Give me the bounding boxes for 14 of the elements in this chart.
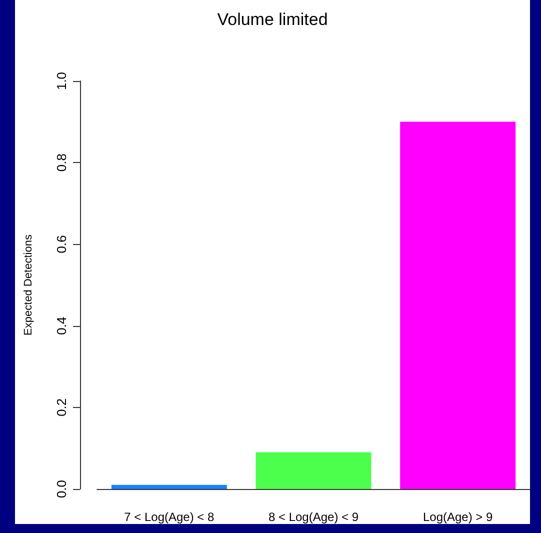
bar [111,484,227,489]
y-tick-label: 1.0 [54,72,69,90]
y-tick-label: 0.6 [54,235,69,254]
x-tick-label: 8 < Log(Age) < 9 [268,510,359,524]
y-tick-label: 0.4 [54,316,69,335]
x-tick-label: 7 < Log(Age) < 8 [124,510,215,524]
chart-title: Volume limited [217,10,328,29]
y-tick-label: 0.0 [54,480,69,498]
y-tick-label: 0.8 [54,154,69,172]
bar [400,122,516,489]
bar [256,452,372,489]
y-axis-title: Expected Detections [22,234,34,336]
y-tick-label: 0.2 [54,398,69,416]
x-tick-label: Log(Age) > 9 [422,510,494,524]
